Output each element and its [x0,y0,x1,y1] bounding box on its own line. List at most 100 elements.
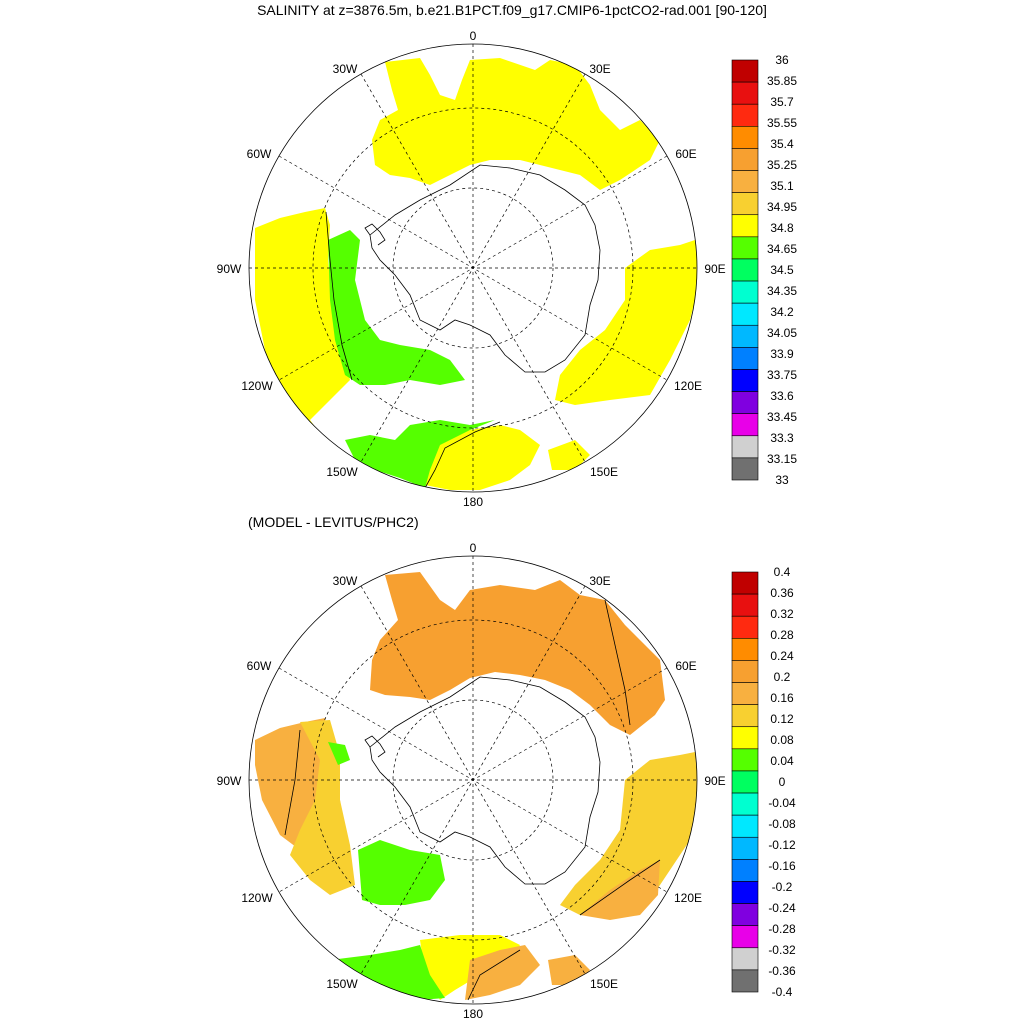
colorbar-swatch [731,369,759,392]
colorbar-label: 0.24 [770,649,794,663]
lon-label: 150W [326,465,358,479]
lon-label: 30W [333,574,358,588]
map-boundary [248,43,698,493]
colorbar-swatch [731,148,759,171]
colorbar-label: -0.32 [768,943,796,957]
colorbar-label: 0.12 [770,712,794,726]
lon-label: 90W [217,774,242,788]
lon-label: 30W [333,62,358,76]
colorbar-label: -0.12 [768,838,796,852]
colorbar-swatch [731,903,759,926]
colorbar-label: 35.4 [770,137,794,151]
colorbar-swatch [731,792,759,816]
colorbar-swatch [731,324,759,348]
colorbar-label: 34.8 [770,221,794,235]
graticule [249,44,697,492]
colorbar-label: 35.25 [767,158,797,172]
lon-label: 60E [675,659,696,673]
bottom-longitude-labels: 0 30E 60E 90E 120E 150E 180 150W 120W 90… [217,541,726,1021]
colorbar-label: 34.2 [770,305,794,319]
colorbar-label: -0.08 [768,817,796,831]
lon-label: 30E [589,62,610,76]
colorbar-swatch [731,859,759,882]
salinity-region-yellow [555,240,697,405]
lon-label: 150E [590,977,618,991]
colorbar-swatch [731,457,759,481]
salinity-region-green [328,230,465,385]
map-boundary [248,555,698,1005]
lon-label: 60E [675,147,696,161]
colorbar-swatch [731,881,759,904]
lon-label: 120W [241,891,273,905]
colorbar-swatch [731,947,759,971]
difference-region-green [330,945,445,1000]
difference-subtitle: (MODEL - LEVITUS/PHC2) [248,514,419,530]
contour-line [284,599,661,1001]
lon-label: 60W [247,659,272,673]
lon-label: 120W [241,379,273,393]
colorbar-swatch [731,258,759,282]
difference-region-green [358,840,445,905]
salinity-region-green [345,420,495,488]
colorbar-label: -0.36 [768,964,796,978]
lon-label: 150W [326,977,358,991]
colorbar-swatch [731,347,759,370]
colorbar-swatch [731,280,759,304]
colorbar-label: 33.9 [770,347,794,361]
colorbar-swatch [731,814,759,838]
difference-region-yellow [560,752,697,915]
colorbar-swatch [731,214,759,238]
colorbar-label: 35.85 [767,74,797,88]
colorbar-label: 33.15 [767,452,797,466]
colorbar-swatch [731,969,759,993]
lon-label: 120E [674,891,702,905]
colorbar-label: 34.05 [767,326,797,340]
colorbar-label: 0.04 [770,754,794,768]
colorbar-label: -0.28 [768,922,796,936]
colorbar-label: 34.95 [767,200,797,214]
colorbar-label: -0.24 [768,901,796,915]
colorbar-swatch [731,726,759,750]
colorbar-swatch [731,302,759,326]
colorbar-label: 35.1 [770,179,794,193]
salinity-region-yellow [425,425,540,490]
colorbar-label: 33.6 [770,389,794,403]
difference-region-orange [580,860,660,920]
colorbar-label: -0.2 [772,880,793,894]
colorbar-swatch [731,593,759,617]
colorbar-label: 35.55 [767,116,797,130]
colorbar-swatch [731,236,759,260]
colorbar-label: 0.4 [774,565,791,579]
colorbar-label: 0 [779,775,786,789]
top-colorbar: 36 35.85 35.7 35.55 35.4 35.25 35.1 34.95 34.8 34… [731,53,797,487]
contour-line [325,211,501,489]
colorbar-swatch [731,59,759,83]
colorbar-swatch [731,435,759,459]
difference-region-orange [548,955,590,985]
lon-label: 60W [247,147,272,161]
lon-label: 0 [470,29,477,43]
colorbar-label: 0.32 [770,607,794,621]
colorbar-swatch [731,192,759,216]
colorbar-label: 0.08 [770,733,794,747]
difference-region-orange [465,945,540,1000]
antarctic-peninsula [364,223,386,246]
lon-label: 180 [463,1007,483,1021]
antarctic-peninsula [364,735,386,758]
colorbar-swatch [731,413,759,437]
colorbar-label: 33 [775,473,789,487]
colorbar-label: -0.16 [768,859,796,873]
colorbar-swatch [731,571,759,595]
lon-label: 90E [704,262,725,276]
colorbar-swatch [731,770,759,794]
colorbar-swatch [731,704,759,728]
colorbar-swatch [731,103,759,127]
colorbar-swatch [731,170,759,193]
colorbar-swatch [731,836,759,860]
colorbar-label: 34.35 [767,284,797,298]
colorbar-swatch [731,126,759,149]
lon-label: 180 [463,495,483,509]
lon-label: 120E [674,379,702,393]
lon-label: 30E [589,574,610,588]
lon-label: 150E [590,465,618,479]
